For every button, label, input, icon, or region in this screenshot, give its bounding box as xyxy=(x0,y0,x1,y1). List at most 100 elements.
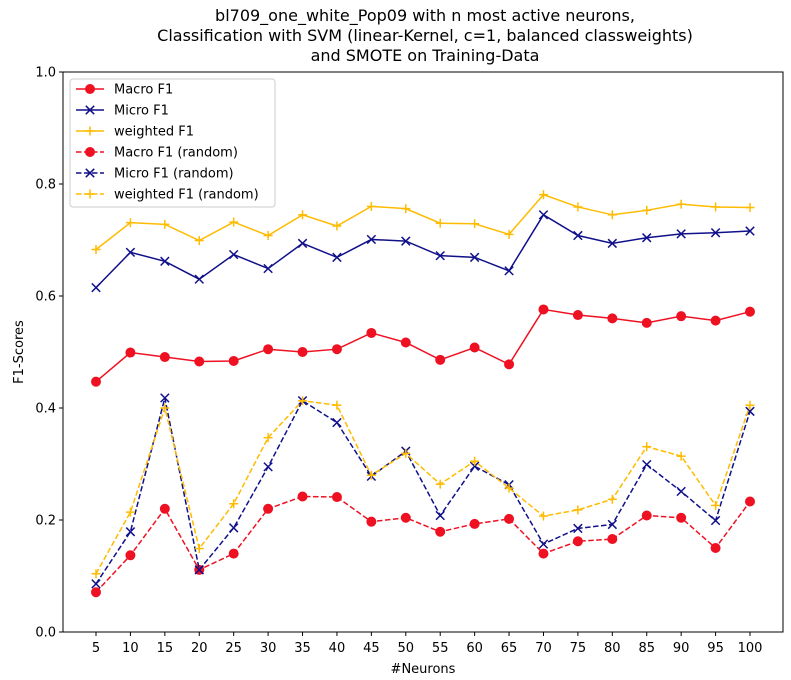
x-tick-label: 40 xyxy=(329,641,346,656)
x-tick-label: 45 xyxy=(363,641,380,656)
series-1 xyxy=(92,211,754,292)
series-line xyxy=(96,496,750,592)
data-point xyxy=(195,357,204,366)
data-point xyxy=(92,580,100,588)
data-point xyxy=(539,540,547,548)
data-point xyxy=(505,267,513,275)
chart-title: bl709_one_white_Pop09 with n most active… xyxy=(157,6,693,65)
series-line xyxy=(96,398,750,584)
data-point xyxy=(470,457,479,466)
x-tick-label: 60 xyxy=(466,641,483,656)
data-point xyxy=(436,527,445,536)
x-tick-label: 90 xyxy=(673,641,690,656)
data-point xyxy=(332,493,341,502)
x-tick-label: 80 xyxy=(604,641,621,656)
data-point xyxy=(229,218,238,227)
data-point xyxy=(195,275,203,283)
data-point xyxy=(573,537,582,546)
data-point xyxy=(470,519,479,528)
data-point xyxy=(573,202,582,211)
data-point xyxy=(608,210,617,219)
data-point xyxy=(332,401,341,410)
legend-label: Macro F1 (random) xyxy=(114,146,238,161)
y-tick-label: 0.4 xyxy=(35,402,56,417)
data-point xyxy=(470,343,479,352)
data-point xyxy=(608,535,617,544)
legend-label: Micro F1 xyxy=(114,104,169,119)
x-tick-label: 5 xyxy=(92,641,100,656)
data-point xyxy=(160,353,169,362)
data-point xyxy=(642,206,651,215)
data-point xyxy=(264,264,272,272)
x-axis: 5 10 15 20 25 30 35 40 45 50 55 60 65 70 75 80 85 90 95 100 xyxy=(92,632,763,656)
legend-label: weighted F1 (random) xyxy=(114,188,259,203)
data-point xyxy=(229,250,237,258)
x-tick-label: 65 xyxy=(501,641,518,656)
data-point xyxy=(436,511,444,519)
data-point xyxy=(126,348,135,357)
x-tick-label: 30 xyxy=(260,641,277,656)
x-tick-label: 10 xyxy=(122,641,139,656)
data-point xyxy=(711,202,720,211)
data-point xyxy=(298,492,307,501)
data-point xyxy=(367,328,376,337)
y-axis: 0.0 0.2 0.4 0.6 0.8 1.0 xyxy=(35,66,63,641)
data-point xyxy=(470,219,479,228)
data-point xyxy=(332,222,341,231)
series-layer xyxy=(92,190,755,597)
data-point xyxy=(746,203,755,212)
data-point xyxy=(677,200,686,209)
x-tick-label: 25 xyxy=(225,641,242,656)
data-point xyxy=(746,497,755,506)
data-point xyxy=(401,204,410,213)
series-0 xyxy=(92,305,755,386)
series-5 xyxy=(92,396,755,578)
chart-title-line-3: and SMOTE on Training-Data xyxy=(311,46,540,65)
legend-marker xyxy=(86,148,95,157)
chart-title-line-2: Classification with SVM (linear-Kernel, … xyxy=(157,26,693,45)
y-tick-label: 1.0 xyxy=(35,66,56,81)
data-point xyxy=(573,505,582,514)
x-tick-label: 75 xyxy=(570,641,587,656)
data-point xyxy=(608,314,617,323)
series-4 xyxy=(92,394,754,588)
x-tick-label: 55 xyxy=(432,641,449,656)
data-point xyxy=(298,348,307,357)
y-tick-label: 0.2 xyxy=(35,514,56,529)
legend: Macro F1Micro F1weighted F1Macro F1 (ran… xyxy=(70,79,275,207)
data-point xyxy=(229,356,238,365)
data-point xyxy=(92,588,101,597)
legend-marker xyxy=(86,85,95,94)
series-line xyxy=(96,215,750,288)
data-point xyxy=(92,377,101,386)
data-point xyxy=(367,517,376,526)
data-point xyxy=(195,236,204,245)
legend-label: weighted F1 xyxy=(114,125,194,140)
x-tick-label: 20 xyxy=(191,641,208,656)
data-point xyxy=(333,253,341,261)
y-axis-label: F1-Scores xyxy=(12,320,27,384)
data-point xyxy=(505,360,514,369)
data-point xyxy=(711,316,720,325)
data-point xyxy=(539,549,548,558)
data-point xyxy=(677,513,686,522)
data-point xyxy=(539,211,547,219)
data-point xyxy=(539,512,548,521)
x-tick-label: 85 xyxy=(638,641,655,656)
data-point xyxy=(711,501,720,510)
data-point xyxy=(126,551,135,560)
data-point xyxy=(608,495,617,504)
data-point xyxy=(573,311,582,320)
data-point xyxy=(642,511,651,520)
x-tick-label: 50 xyxy=(398,641,415,656)
x-tick-label: 70 xyxy=(535,641,552,656)
data-point xyxy=(505,514,514,523)
data-point xyxy=(746,307,755,316)
data-point xyxy=(539,305,548,314)
data-point xyxy=(711,516,719,524)
chart-title-line-1: bl709_one_white_Pop09 with n most active… xyxy=(215,6,635,26)
data-point xyxy=(677,312,686,321)
data-point xyxy=(298,210,307,219)
data-point xyxy=(711,544,720,553)
data-point xyxy=(92,569,101,578)
